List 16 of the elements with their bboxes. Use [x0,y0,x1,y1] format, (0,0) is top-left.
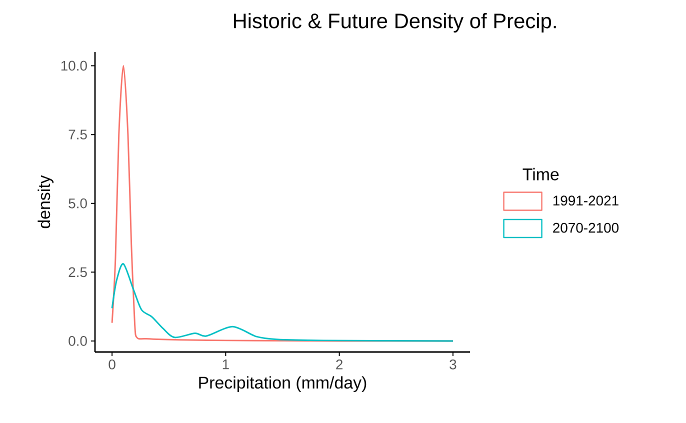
chart-title: Historic & Future Density of Precip. [234,13,556,32]
y-tick-label: 2.5 [68,267,87,278]
x-tick-label: 3 [450,360,456,370]
legend-title: Time [522,168,559,180]
y-tick-label: 7.5 [68,130,87,140]
y-tick-label: 5.0 [68,198,87,208]
x-tick-label: 0 [108,360,116,370]
legend-label: 2070-2100 [553,222,619,233]
x-axis-title: Precipitation (mm/day) [199,376,366,392]
y-tick-label: 10.0 [61,60,87,71]
y-axis-title: density [38,175,54,228]
legend-label: 1991-2021 [553,196,618,206]
x-tick-label: 1 [222,360,229,370]
x-tick-label: 2 [336,360,343,370]
y-tick-label: 0.0 [68,336,87,346]
line-series [111,263,454,342]
